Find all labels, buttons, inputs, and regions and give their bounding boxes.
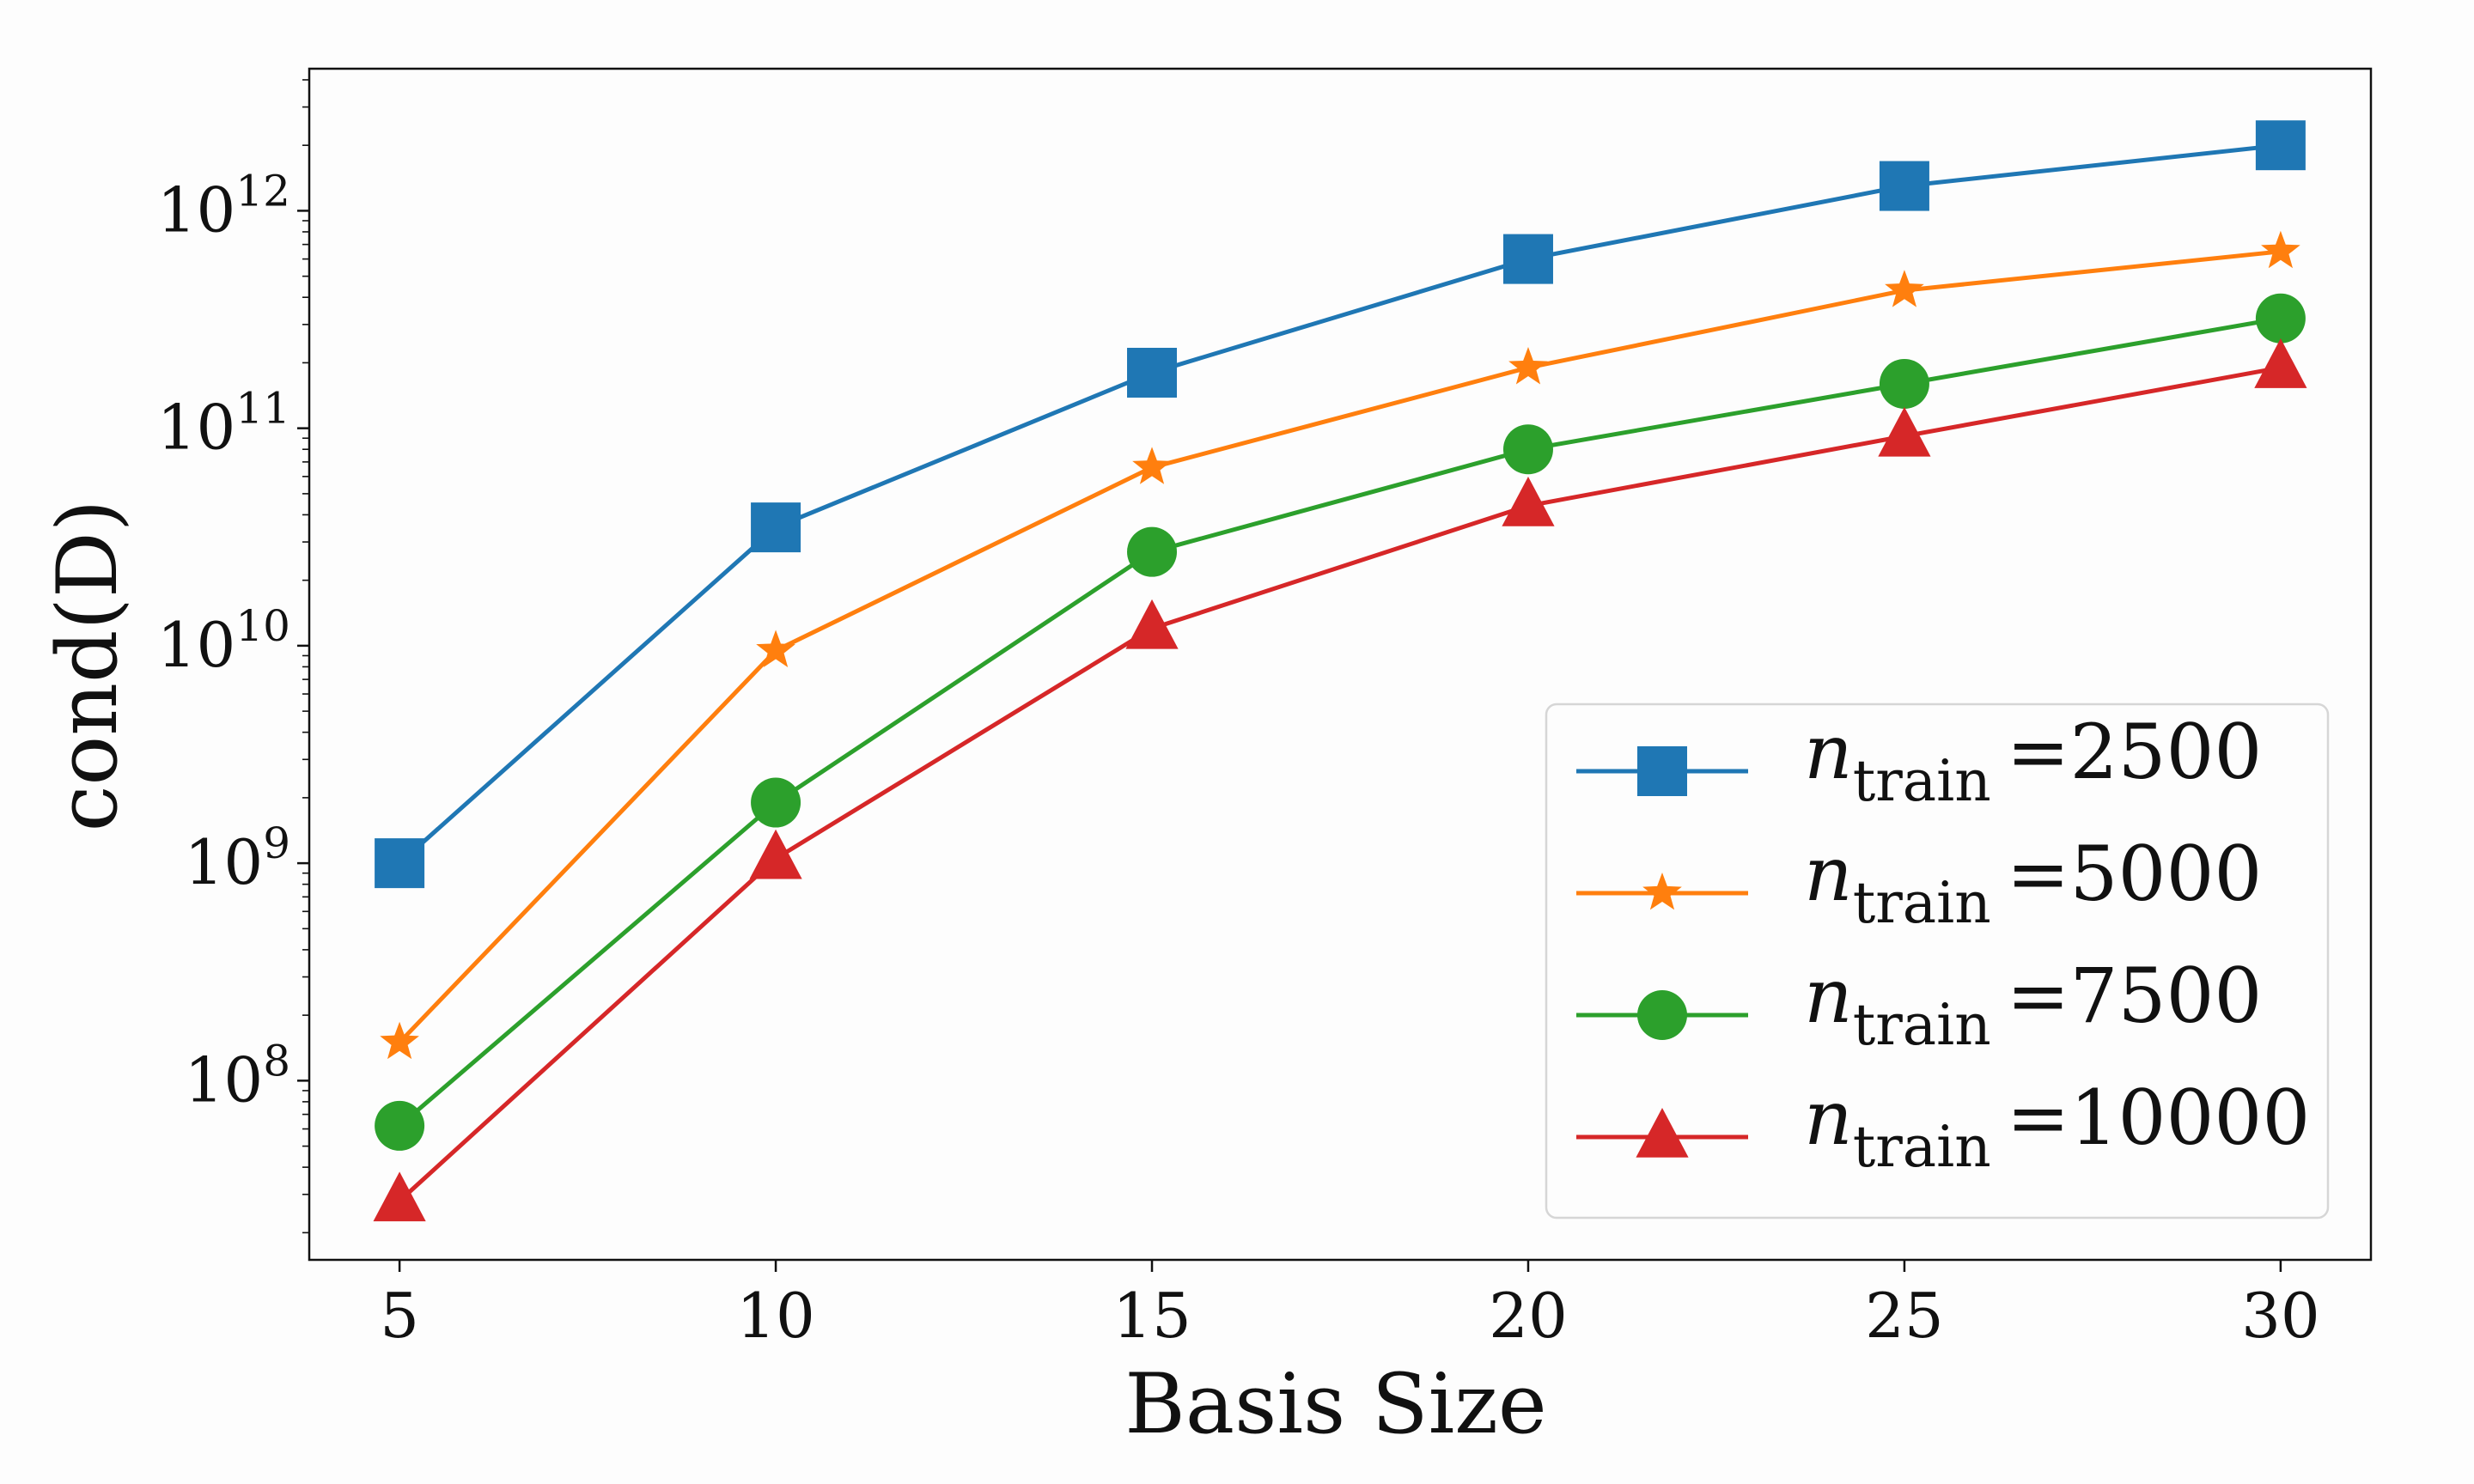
- data-point-square: [2255, 120, 2306, 171]
- legend-entry: ntrain =5000: [1576, 830, 2262, 936]
- y-tick-label: 108: [185, 1036, 290, 1116]
- legend-label: ntrain =2500: [1804, 708, 2262, 814]
- axes: 5 10 15 20 25 30 108 109 1010 1011 1012: [157, 79, 2320, 1352]
- data-point-star: [1132, 447, 1172, 484]
- data-point-triangle: [2254, 338, 2307, 388]
- data-point-star: [1885, 270, 1924, 307]
- legend-marker-circle: [1637, 990, 1687, 1040]
- data-point-triangle: [749, 829, 802, 879]
- x-tick-label: 30: [2241, 1280, 2320, 1352]
- series-3: [375, 293, 2306, 1151]
- x-tick-label: 25: [1865, 1280, 1944, 1352]
- x-tick-label: 10: [736, 1280, 815, 1352]
- legend-label: ntrain =5000: [1804, 830, 2262, 936]
- data-point-triangle: [1125, 599, 1179, 649]
- x-tick-label: 5: [380, 1280, 419, 1352]
- legend-marker-triangle: [1636, 1108, 1689, 1158]
- y-tick-label: 1012: [157, 166, 290, 246]
- y-tick-label: 109: [185, 818, 290, 898]
- data-point-triangle: [373, 1171, 426, 1222]
- data-point-circle: [2255, 293, 2306, 344]
- series-2: [380, 230, 2300, 1060]
- plot-frame: [308, 67, 2373, 1262]
- data-point-square: [1127, 348, 1178, 398]
- legend-label: ntrain =7500: [1804, 952, 2262, 1058]
- series-line: [398, 316, 2282, 1128]
- series-4: [373, 338, 2307, 1222]
- data-point-circle: [375, 1100, 425, 1151]
- data-point-circle: [1127, 526, 1178, 577]
- data-point-star: [380, 1021, 419, 1060]
- legend-label: ntrain =10000: [1804, 1073, 2310, 1180]
- legend-marker-square: [1637, 746, 1687, 796]
- data-point-star: [1508, 347, 1548, 385]
- legend-marker-star: [1642, 873, 1682, 910]
- data-point-square: [751, 502, 801, 553]
- legend: ntrain =2500 ntrain =5000 ntrain =7500 ntrain =…: [1545, 702, 2330, 1219]
- data-point-star: [756, 629, 795, 667]
- y-axis-label: cond(D): [40, 500, 136, 832]
- x-axis-label: Basis Size: [1124, 1356, 1546, 1452]
- y-tick-label: 1010: [157, 601, 290, 681]
- data-point-triangle: [1502, 476, 1555, 526]
- data-point-circle: [751, 777, 801, 828]
- data-point-triangle: [1878, 406, 1931, 457]
- data-point-circle: [1502, 424, 1553, 475]
- data-point-square: [375, 838, 425, 889]
- data-point-circle: [1879, 358, 1929, 409]
- plot-area: [373, 120, 2307, 1222]
- data-point-square: [1502, 234, 1553, 284]
- x-tick-label: 15: [1112, 1280, 1191, 1352]
- x-tick-label: 20: [1489, 1280, 1568, 1352]
- series-line: [398, 143, 2282, 865]
- data-point-star: [2261, 230, 2300, 269]
- series-line: [398, 249, 2282, 1044]
- legend-entry: ntrain =7500: [1576, 952, 2262, 1058]
- legend-box: [1545, 702, 2330, 1219]
- legend-entry: ntrain =10000: [1576, 1073, 2310, 1180]
- series-1: [375, 120, 2306, 889]
- data-point-square: [1879, 161, 1929, 211]
- y-tick-label: 1011: [157, 384, 290, 464]
- legend-entry: ntrain =2500: [1576, 708, 2262, 814]
- series-line: [398, 365, 2282, 1203]
